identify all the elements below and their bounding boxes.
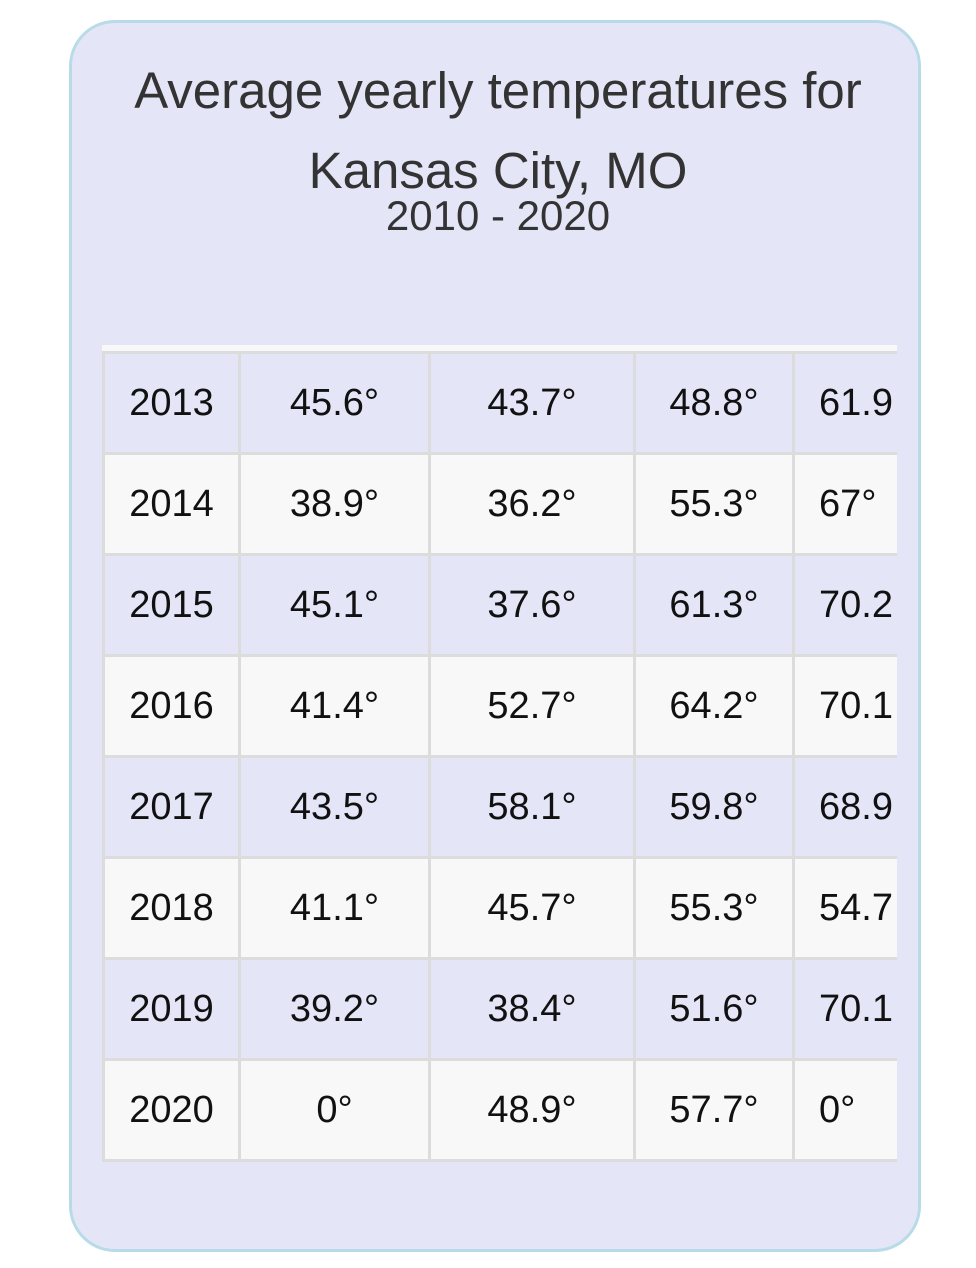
card-subtitle: 2010 - 2020 (385, 192, 611, 239)
card-title-line-1: Average yearly temperatures for (134, 62, 862, 119)
table-row: 2015 45.1° 37.6° 61.3° 70.2 (102, 553, 897, 657)
temperature-cell: 68.9 (792, 755, 897, 859)
temperature-cell: 45.1° (238, 553, 431, 657)
temperature-cell: 36.2° (428, 452, 636, 556)
table-top-edge (102, 345, 897, 353)
table-row: 2019 39.2° 38.4° 51.6° 70.1 (102, 957, 897, 1061)
year-cell: 2020 (102, 1058, 241, 1162)
card-title-line-2: Kansas City, MO (308, 142, 688, 199)
year-cell: 2015 (102, 553, 241, 657)
card-title: Average yearly temperatures for Kansas C… (72, 51, 918, 211)
temperature-cell: 64.2° (633, 654, 795, 758)
temperature-cell: 41.1° (238, 856, 431, 960)
temperature-cell: 0° (238, 1058, 431, 1162)
table-row: 2018 41.1° 45.7° 55.3° 54.7 (102, 856, 897, 960)
temperature-cell: 70.1 (792, 957, 897, 1061)
temperature-cell: 54.7 (792, 856, 897, 960)
temperature-card: Average yearly temperatures for Kansas C… (69, 20, 921, 1252)
table-row: 2013 45.6° 43.7° 48.8° 61.9 (102, 351, 897, 455)
temperature-cell: 48.9° (428, 1058, 636, 1162)
temperature-cell: 39.2° (238, 957, 431, 1061)
temperature-cell: 45.6° (238, 351, 431, 455)
temperature-cell: 41.4° (238, 654, 431, 758)
table-body: 2013 45.6° 43.7° 48.8° 61.9 2014 38.9° 36.2° 55.… (102, 351, 897, 1162)
temperature-cell: 45.7° (428, 856, 636, 960)
table-row: 2016 41.4° 52.7° 64.2° 70.1 (102, 654, 897, 758)
temperature-cell: 51.6° (633, 957, 795, 1061)
temperature-cell: 70.2 (792, 553, 897, 657)
table-scroll-area[interactable]: 2013 45.6° 43.7° 48.8° 61.9 2014 38.9° 36.2° 55.… (102, 345, 897, 1185)
year-cell: 2014 (102, 452, 241, 556)
temperature-cell: 55.3° (633, 452, 795, 556)
temperature-cell: 52.7° (428, 654, 636, 758)
temperature-cell: 61.9 (792, 351, 897, 455)
temperature-cell: 0° (792, 1058, 897, 1162)
temperature-cell: 57.7° (633, 1058, 795, 1162)
table-row: 2014 38.9° 36.2° 55.3° 67° (102, 452, 897, 556)
table-row: 2020 0° 48.9° 57.7° 0° (102, 1058, 897, 1162)
temperature-cell: 43.5° (238, 755, 431, 859)
year-cell: 2017 (102, 755, 241, 859)
temperature-cell: 61.3° (633, 553, 795, 657)
temperature-cell: 59.8° (633, 755, 795, 859)
temperature-cell: 55.3° (633, 856, 795, 960)
temperature-cell: 70.1 (792, 654, 897, 758)
temperature-cell: 58.1° (428, 755, 636, 859)
year-cell: 2018 (102, 856, 241, 960)
year-cell: 2013 (102, 351, 241, 455)
temperature-cell: 38.4° (428, 957, 636, 1061)
temperature-cell: 38.9° (238, 452, 431, 556)
temperature-table: 2013 45.6° 43.7° 48.8° 61.9 2014 38.9° 36.2° 55.… (102, 351, 897, 1162)
table-row: 2017 43.5° 58.1° 59.8° 68.9 (102, 755, 897, 859)
year-cell: 2016 (102, 654, 241, 758)
year-cell: 2019 (102, 957, 241, 1061)
temperature-cell: 37.6° (428, 553, 636, 657)
temperature-cell: 43.7° (428, 351, 636, 455)
temperature-cell: 67° (792, 452, 897, 556)
temperature-cell: 48.8° (633, 351, 795, 455)
